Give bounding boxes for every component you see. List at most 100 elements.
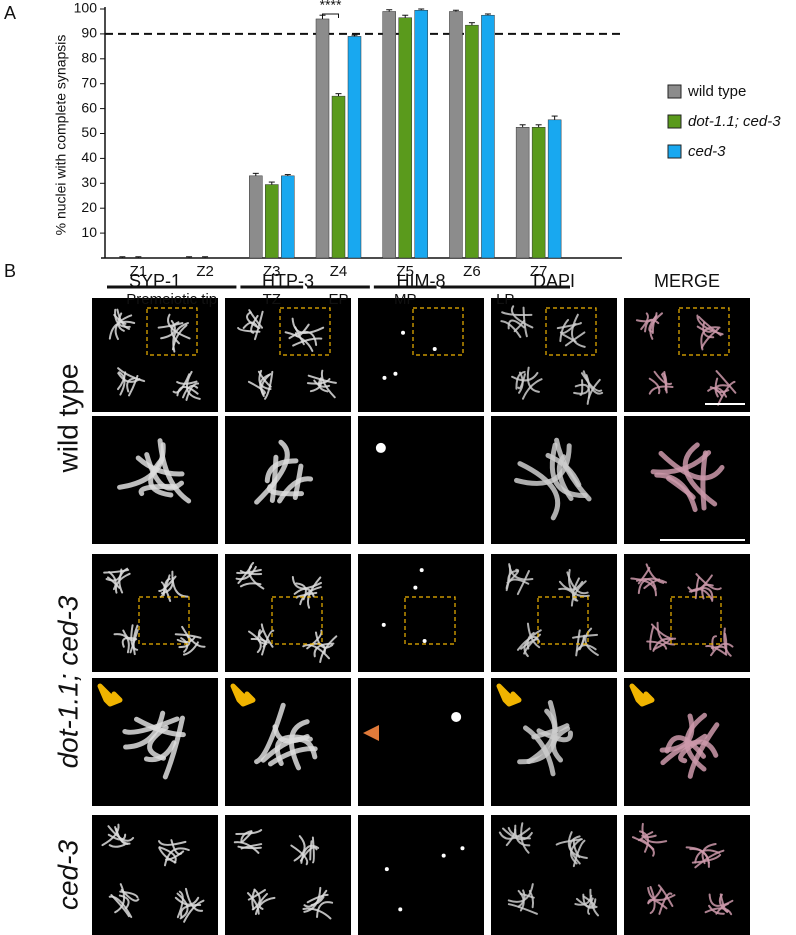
chromosome: [290, 844, 309, 866]
chromosome: [574, 894, 593, 906]
chromosome: [181, 625, 206, 648]
bar: [515, 127, 530, 259]
error-bar: [551, 115, 558, 120]
chromosome: [176, 892, 189, 920]
chromosome: [309, 840, 313, 861]
column-header: MERGE: [654, 271, 720, 291]
chromosome: [555, 838, 583, 846]
chromosome: [123, 710, 166, 750]
significance-label: ****: [320, 0, 342, 13]
column-header: HTP-3: [262, 271, 314, 291]
micrograph: [624, 554, 750, 672]
y-tick-label: 20: [81, 199, 97, 215]
chromosome: [647, 886, 676, 902]
chromosome: [185, 382, 200, 401]
zoom-box: [279, 307, 331, 356]
chromosome: [518, 371, 524, 394]
y-tick-label: 90: [81, 25, 97, 41]
chromosome: [128, 374, 139, 397]
chromosome: [247, 380, 266, 395]
chromosome: [649, 885, 656, 915]
y-tick-label: 80: [81, 50, 97, 66]
chromosome: [108, 895, 133, 919]
chromosome: [147, 725, 169, 761]
chromosome: [559, 318, 570, 343]
chromosome: [121, 636, 137, 648]
chromosome: [117, 371, 127, 391]
chromosome: [702, 321, 715, 339]
chromosome: [257, 629, 270, 644]
chromosome: [108, 570, 117, 591]
bar: [547, 119, 562, 259]
legend-label: dot-1.1; ced-3: [688, 113, 781, 130]
chromosome: [520, 822, 530, 854]
chromosome: [292, 463, 304, 501]
chromosome: [517, 461, 561, 521]
arrow: [97, 683, 123, 707]
chromosome: [114, 314, 133, 341]
error-bar: [484, 13, 491, 16]
chromosome: [248, 309, 264, 329]
chromosome: [649, 625, 655, 651]
micrograph: [624, 298, 750, 412]
chromosome: [658, 450, 725, 481]
x-tick-label: Z1: [130, 263, 148, 280]
chromosome: [650, 450, 712, 475]
error-bar: [268, 181, 275, 185]
column-header: HIM-8: [397, 271, 446, 291]
chromosome: [649, 312, 664, 340]
chromosome: [293, 835, 306, 862]
focus: [432, 347, 437, 352]
chromosome: [694, 849, 725, 869]
chromosome: [135, 455, 185, 477]
bar: [315, 18, 330, 259]
focus: [393, 371, 398, 376]
zoom-box: [537, 596, 589, 645]
error-bar: [351, 34, 358, 37]
chromosome: [172, 322, 189, 353]
y-tick-label: 40: [81, 149, 97, 165]
micrograph: [358, 678, 484, 806]
chromosome: [163, 847, 190, 867]
chromosome: [687, 722, 720, 779]
chromosome: [122, 716, 180, 735]
chromosome: [514, 443, 572, 486]
chromosome: [507, 903, 538, 915]
chromosome: [653, 370, 673, 386]
chromosome: [663, 371, 668, 394]
chromosome: [235, 565, 257, 581]
chromosome: [182, 641, 199, 656]
chromosome: [505, 564, 511, 592]
chromosome: [645, 563, 665, 584]
chromosome: [658, 892, 673, 915]
chromosome: [578, 634, 586, 650]
chromosome: [237, 845, 262, 850]
focus: [460, 846, 465, 851]
chromosome: [691, 853, 722, 864]
chromosome: [685, 846, 710, 868]
x-tick-label: Z6: [463, 263, 481, 280]
column-header: DAPI: [533, 271, 575, 291]
focus: [419, 568, 424, 573]
focus: [441, 853, 446, 858]
error-bar: [535, 124, 542, 128]
chromosome: [261, 629, 275, 656]
error-bar: [202, 256, 209, 258]
chromosome: [260, 623, 274, 648]
chromosome: [572, 633, 599, 639]
chromosome: [144, 452, 185, 491]
stage-label: MP: [394, 291, 417, 308]
y-tick-label: 30: [81, 174, 97, 190]
chromosome: [254, 439, 290, 505]
zoom-box: [146, 307, 198, 356]
chromosome: [526, 366, 540, 393]
chromosome: [251, 888, 261, 911]
bar: [281, 175, 295, 259]
bar: [449, 11, 463, 259]
bar: [465, 24, 479, 259]
chromosome: [710, 642, 734, 657]
chromosome: [657, 884, 674, 907]
chromosome: [507, 826, 532, 840]
chromosome: [708, 893, 734, 907]
chromosome: [571, 313, 586, 348]
